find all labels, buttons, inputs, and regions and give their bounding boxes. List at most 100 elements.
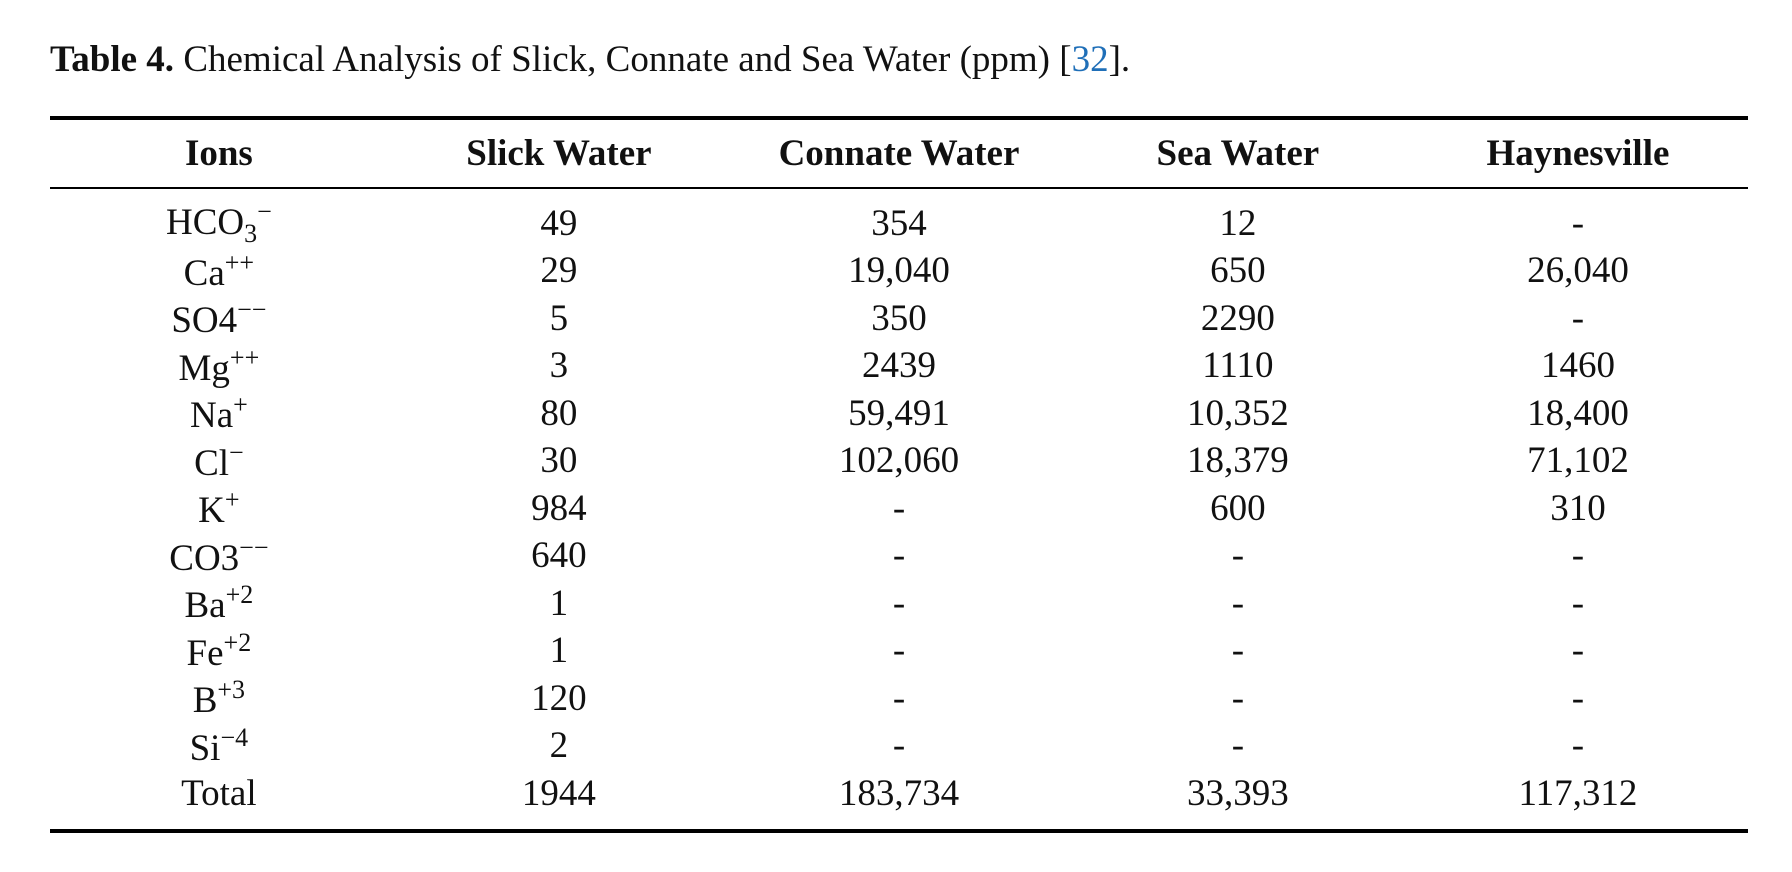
table-row: B+3 120 - - -	[50, 675, 1748, 723]
ion-cell: HCO3−	[50, 187, 388, 247]
value-cell: 102,060	[838, 440, 960, 482]
value-cell: 354	[871, 202, 927, 244]
value-cell: -	[892, 725, 906, 767]
table-row: Na+ 80 59,491 10,352 18,400	[50, 390, 1748, 438]
value-cell: -	[1231, 677, 1245, 719]
ion-name: K	[198, 490, 225, 532]
value-cell: -	[1571, 725, 1585, 767]
ion-charge: +2	[225, 580, 254, 610]
citation-link[interactable]: 32	[1071, 39, 1109, 80]
value-cell: -	[1571, 630, 1585, 672]
value-cell: 2	[549, 725, 569, 767]
ion-cell: Ca++	[50, 247, 388, 295]
ion-cell: K+	[50, 485, 388, 533]
ion-name: CO3	[169, 537, 240, 579]
ion-charge: −−	[237, 295, 267, 325]
value-cell: 350	[871, 297, 927, 339]
ion-name: SO4	[171, 300, 238, 342]
ion-charge: ++	[224, 247, 255, 277]
value-cell: -	[892, 535, 906, 577]
value-cell: 18,400	[1527, 392, 1629, 434]
value-cell: -	[892, 630, 906, 672]
value-cell: 984	[531, 487, 587, 529]
value-cell: 1944	[521, 772, 596, 814]
caption-text: Chemical Analysis of Slick, Connate and …	[174, 39, 1072, 80]
column-header: Haynesville	[1486, 133, 1670, 174]
table-row: Ba+2 1 - - -	[50, 580, 1748, 628]
ion-cell: CO3−−	[50, 532, 388, 580]
table-row: Ca++ 29 19,040 650 26,040	[50, 247, 1748, 295]
ion-charge: −−	[239, 532, 269, 562]
table-row: SO4−− 5 350 2290 -	[50, 295, 1748, 343]
value-cell: 1110	[1202, 345, 1274, 387]
table-caption: Table 4. Chemical Analysis of Slick, Con…	[50, 36, 1130, 84]
value-cell: 19,040	[848, 250, 950, 292]
ion-subscript: 3	[244, 219, 258, 248]
ion-charge: +2	[223, 627, 252, 657]
ion-name: Mg	[178, 347, 230, 389]
value-cell: 117,312	[1518, 772, 1638, 814]
value-cell: -	[1231, 582, 1245, 624]
ion-name: HCO	[165, 202, 245, 243]
column-header: Slick Water	[466, 133, 652, 174]
value-cell: 120	[531, 677, 587, 719]
value-cell: 2290	[1200, 297, 1275, 339]
ion-charge: +	[233, 390, 248, 420]
ion-charge: +3	[217, 675, 246, 705]
value-cell: 30	[540, 440, 578, 482]
value-cell: 26,040	[1527, 250, 1629, 292]
value-cell: 10,352	[1187, 392, 1289, 434]
value-cell: -	[1571, 297, 1585, 339]
ion-name: Total	[181, 772, 257, 814]
value-cell: -	[1231, 535, 1245, 577]
ion-charge: ++	[229, 342, 260, 372]
value-cell: -	[1571, 202, 1585, 244]
bottom-rule	[50, 829, 1748, 833]
ion-cell: B+3	[50, 675, 388, 723]
table-row: Mg++ 3 2439 1110 1460	[50, 342, 1748, 390]
value-cell: 49	[540, 202, 578, 244]
ion-name: B	[192, 680, 218, 722]
ion-name: Ca	[183, 252, 225, 294]
ion-charge: −4	[220, 722, 249, 752]
value-cell: -	[1571, 535, 1585, 577]
value-cell: 29	[540, 250, 578, 292]
value-cell: 33,393	[1187, 772, 1289, 814]
value-cell: 5	[549, 297, 569, 339]
value-cell: -	[892, 487, 906, 529]
value-cell: -	[1231, 630, 1245, 672]
top-rule	[50, 116, 1748, 120]
value-cell: 1460	[1540, 345, 1615, 387]
table-row: Fe+2 1 - - -	[50, 627, 1748, 675]
table-row: CO3−− 640 - - -	[50, 532, 1748, 580]
table-row: K+ 984-600 310	[50, 485, 1748, 533]
value-cell: 600	[1210, 487, 1266, 529]
ion-cell: Mg++	[50, 342, 388, 390]
ion-cell: Total	[50, 770, 388, 818]
value-cell: 2439	[861, 345, 936, 387]
data-table: Ions Slick Water Connate Water Sea Water…	[50, 120, 1748, 817]
header-rule	[50, 187, 1748, 189]
value-cell: -	[1571, 582, 1585, 624]
value-cell: -	[1231, 725, 1245, 767]
value-cell: 640	[531, 535, 587, 577]
table-body: HCO3− 49 354 12- Ca++ 29 19,040 650 26,040 SO4−− 5…	[50, 187, 1748, 817]
value-cell: -	[1571, 677, 1585, 719]
value-cell: 650	[1210, 250, 1266, 292]
value-cell: 1	[549, 582, 569, 624]
ion-charge: −	[229, 437, 244, 467]
value-cell: 3	[549, 345, 569, 387]
ion-name: Si	[189, 727, 221, 769]
value-cell: 80	[540, 392, 578, 434]
value-cell: -	[892, 582, 906, 624]
value-cell: 183,734	[838, 772, 960, 814]
ion-name: Na	[189, 395, 234, 437]
ion-name: Cl	[194, 442, 230, 484]
ion-cell: Na+	[50, 390, 388, 438]
ion-name: Fe	[186, 632, 224, 674]
value-cell: 71,102	[1527, 440, 1629, 482]
ion-cell: Fe+2	[50, 627, 388, 675]
ion-charge: +	[224, 485, 240, 515]
ion-cell: SO4−−	[50, 295, 388, 343]
caption-suffix: ].	[1108, 39, 1131, 80]
